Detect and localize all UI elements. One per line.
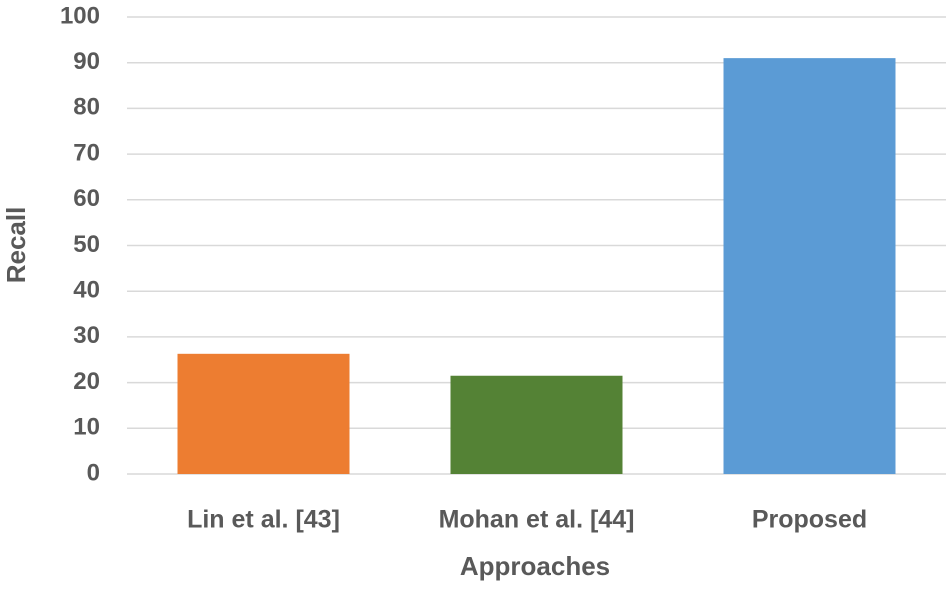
y-tick-label: 90 xyxy=(73,48,100,75)
y-axis-title: Recall xyxy=(1,207,31,284)
y-tick-label: 50 xyxy=(73,231,100,258)
bar xyxy=(177,353,350,474)
x-tick-label: Proposed xyxy=(752,506,867,534)
x-tick-label: Mohan et al. [44] xyxy=(439,506,635,534)
bar xyxy=(723,58,896,474)
x-axis-title: Approaches xyxy=(460,551,610,581)
y-tick-label: 10 xyxy=(73,414,100,441)
y-tick-label: 100 xyxy=(60,2,100,29)
bar xyxy=(450,375,623,474)
x-tick-label: Lin et al. [43] xyxy=(187,506,340,534)
y-tick-label: 40 xyxy=(73,277,100,304)
y-tick-label: 30 xyxy=(73,322,100,349)
y-tick-label: 60 xyxy=(73,185,100,212)
y-tick-label: 20 xyxy=(73,368,100,395)
y-tick-label: 80 xyxy=(73,94,100,121)
y-tick-label: 0 xyxy=(87,459,100,486)
y-tick-label: 70 xyxy=(73,139,100,166)
